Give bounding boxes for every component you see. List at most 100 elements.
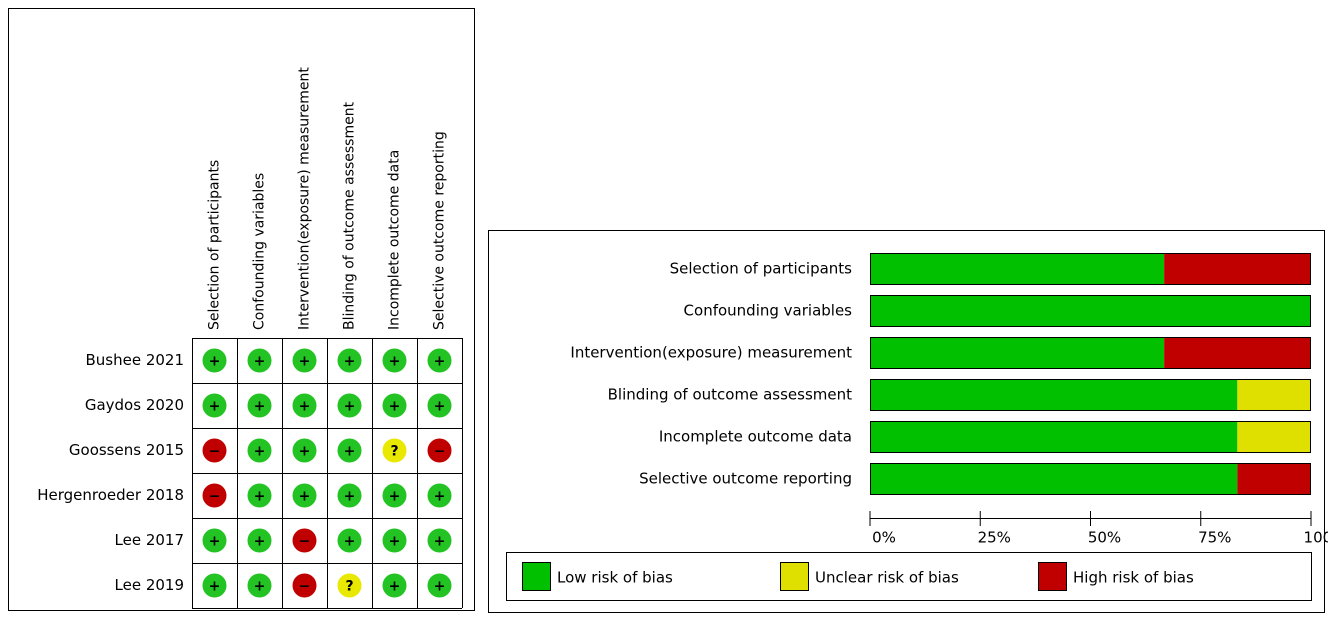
y-tick-label: Selection of participants: [670, 260, 853, 278]
judgment-dot: [292, 348, 317, 373]
judgment-symbol: ?: [390, 444, 398, 460]
bar: [1164, 337, 1311, 369]
judgment-symbol: +: [389, 579, 401, 595]
judgment-dot: [202, 483, 227, 508]
judgment-symbol: +: [209, 579, 221, 595]
domain-header: Intervention(exposure) measurement: [297, 67, 313, 330]
judgment-symbol: −: [434, 444, 446, 460]
judgment-symbol: −: [299, 534, 311, 550]
y-tick-label: Incomplete outcome data: [659, 428, 852, 446]
judgment-dot: [247, 573, 272, 598]
bar: [870, 463, 1238, 495]
judgment-symbol: +: [299, 354, 311, 370]
bar-outline: [870, 379, 1311, 411]
judgment-symbol: +: [209, 354, 221, 370]
judgment-symbol: +: [299, 444, 311, 460]
legend-label: Low risk of bias: [557, 569, 673, 587]
legend-frame: [506, 552, 1312, 601]
judgment-symbol: +: [389, 534, 401, 550]
legend-label: High risk of bias: [1073, 569, 1194, 587]
judgment-dot: [382, 483, 407, 508]
judgment-dot: [427, 348, 452, 373]
judgment-symbol: +: [434, 579, 446, 595]
domain-header: Incomplete outcome data: [387, 150, 403, 330]
judgment-symbol: +: [344, 534, 356, 550]
judgment-symbol: +: [209, 534, 221, 550]
bar: [870, 421, 1238, 453]
judgment-dot: [337, 393, 362, 418]
bar-outline: [870, 463, 1311, 495]
judgment-symbol: +: [434, 399, 446, 415]
summary-frame: [8, 8, 475, 611]
y-tick-label: Intervention(exposure) measurement: [570, 344, 852, 362]
judgment-dot: [427, 483, 452, 508]
judgment-dot: [382, 393, 407, 418]
study-label: Lee 2017: [115, 531, 185, 549]
bar: [1237, 463, 1311, 495]
judgment-dot: [292, 393, 317, 418]
judgment-dot: [247, 483, 272, 508]
bar-outline: [870, 421, 1311, 453]
bar: [1237, 421, 1311, 453]
judgment-symbol: +: [254, 399, 266, 415]
x-tick-label: 50%: [1088, 529, 1121, 547]
study-label: Goossens 2015: [69, 441, 184, 459]
bar-outline: [870, 337, 1311, 369]
bar: [870, 337, 1165, 369]
judgment-dot: [382, 348, 407, 373]
y-tick-label: Blinding of outcome assessment: [608, 386, 852, 404]
judgment-symbol: +: [254, 534, 266, 550]
judgment-dot: [337, 483, 362, 508]
bar: [870, 295, 1311, 327]
x-tick-label: 0%: [872, 529, 896, 547]
judgment-symbol: ?: [345, 579, 353, 595]
x-tick-label: 100%: [1304, 529, 1328, 547]
judgment-dot: [427, 438, 452, 463]
domain-header: Selection of participants: [207, 160, 223, 330]
judgment-dot: [337, 573, 362, 598]
judgment-dot: [427, 528, 452, 553]
legend-swatch: [522, 562, 551, 591]
judgment-dot: [247, 528, 272, 553]
judgment-symbol: +: [344, 399, 356, 415]
judgment-dot: [382, 573, 407, 598]
judgment-symbol: +: [254, 489, 266, 505]
judgment-dot: [247, 438, 272, 463]
judgment-dot: [427, 573, 452, 598]
judgment-dot: [202, 438, 227, 463]
judgment-symbol: −: [299, 579, 311, 595]
judgment-dot: [427, 393, 452, 418]
judgment-symbol: +: [389, 489, 401, 505]
judgment-dot: [292, 573, 317, 598]
bar: [870, 253, 1165, 285]
domain-header: Selective outcome reporting: [432, 131, 448, 330]
judgment-dot: [382, 438, 407, 463]
judgment-symbol: +: [344, 489, 356, 505]
judgment-symbol: +: [254, 354, 266, 370]
judgment-dot: [337, 528, 362, 553]
y-tick-label: Confounding variables: [684, 302, 853, 320]
domain-header: Blinding of outcome assessment: [342, 101, 358, 330]
judgment-dot: [202, 393, 227, 418]
judgment-symbol: +: [254, 579, 266, 595]
judgment-dot: [337, 348, 362, 373]
judgment-dot: [247, 348, 272, 373]
bar-outline: [870, 253, 1311, 285]
judgment-symbol: +: [434, 354, 446, 370]
judgment-dot: [202, 528, 227, 553]
judgment-symbol: +: [434, 534, 446, 550]
study-label: Lee 2019: [115, 576, 185, 594]
judgment-dot: [202, 573, 227, 598]
judgment-symbol: +: [434, 489, 446, 505]
judgment-dot: [337, 438, 362, 463]
judgment-dot: [292, 528, 317, 553]
judgment-symbol: +: [389, 354, 401, 370]
y-tick-label: Selective outcome reporting: [639, 470, 852, 488]
study-label: Bushee 2021: [85, 351, 184, 369]
judgment-symbol: −: [209, 489, 221, 505]
judgment-symbol: +: [389, 399, 401, 415]
judgment-dot: [292, 438, 317, 463]
x-tick-label: 75%: [1198, 529, 1231, 547]
x-tick-label: 25%: [978, 529, 1011, 547]
